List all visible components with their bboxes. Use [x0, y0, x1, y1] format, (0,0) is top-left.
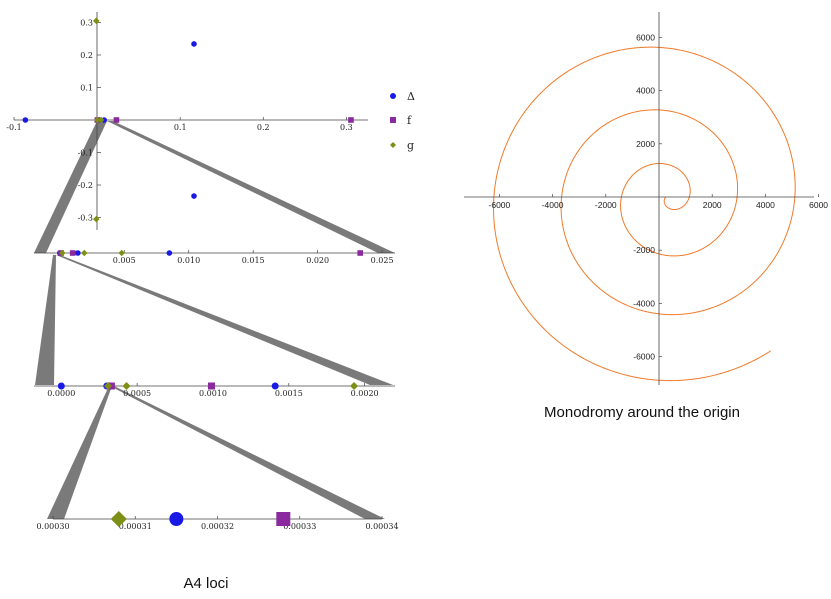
zoom1-point-g	[59, 249, 66, 257]
legend-g-label: g	[407, 139, 414, 152]
zoom1-point-g	[118, 249, 125, 257]
mono-xtick-label: 4000	[756, 200, 775, 210]
legend-f-label: f	[407, 114, 412, 127]
top-xtick-label: 0.1	[174, 123, 187, 132]
zoom2-panel: 0.0000 0.0005 0.0010 0.0015 0.0020	[34, 381, 395, 398]
mono-xtick-label: -4000	[542, 200, 564, 210]
legend-f-marker	[390, 117, 396, 123]
zoom-wedge-2-left	[35, 255, 56, 385]
zoom1-point-f	[69, 250, 76, 256]
right-caption: Monodromy around the origin	[544, 404, 740, 421]
zoom2-point-g	[122, 381, 131, 391]
top-point-g	[93, 17, 100, 25]
zoom2-point-g	[103, 381, 113, 391]
legend-delta-marker	[390, 93, 396, 99]
zoom3-xtick-label: 0.00032	[201, 522, 234, 531]
legend-delta-label: Δ	[407, 90, 415, 103]
left-caption: A4 loci	[183, 575, 228, 592]
zoom-wedges	[34, 121, 395, 519]
mono-xtick-label: 6000	[809, 200, 828, 210]
monodromy-panel: -6000 -4000 -2000 2000 4000 6000 6000 4000 2000…	[464, 12, 828, 385]
zoom2-xtick-label: 0.0015	[275, 389, 303, 398]
zoom-wedge-3-left	[47, 386, 112, 519]
zoom-wedge-3-right	[110, 386, 385, 519]
top-point-g	[94, 116, 101, 124]
zoom1-xtick-label: 0.010	[177, 256, 200, 265]
mono-ytick-label: -2000	[633, 245, 655, 255]
top-ytick-label: -0.3	[78, 214, 93, 223]
zoom1-xtick-label: 0.015	[242, 256, 265, 265]
zoom3-point-delta	[169, 512, 184, 526]
zoom2-point-delta	[271, 382, 279, 390]
top-ytick-label: -0.1	[78, 149, 93, 158]
legend-g-marker	[390, 142, 396, 148]
zoom2-point-g	[350, 381, 359, 391]
zoom1-point-delta	[75, 250, 81, 256]
mono-xtick-label: 2000	[703, 200, 722, 210]
zoom2-xtick-label: 0.0010	[199, 389, 227, 398]
top-point-delta	[22, 117, 29, 123]
top-point-f	[113, 117, 120, 123]
zoom1-point-f	[357, 250, 363, 256]
zoom1-panel: 0.005 0.010 0.015 0.020 0.025	[34, 249, 395, 265]
top-scatter-panel: -0.1 0.1 0.2 0.3 0.3 0.2 0.1 -0.1 -0.2 -0.3	[6, 12, 368, 230]
zoom3-xtick-label: 0.00030	[36, 522, 69, 531]
top-point-delta	[191, 41, 197, 47]
zoom3-point-g	[110, 510, 127, 528]
zoom-wedge-1-left	[34, 121, 107, 253]
mono-xtick-label: -2000	[595, 200, 617, 210]
zoom1-point-delta	[166, 250, 173, 256]
zoom3-xtick-label: 0.00031	[119, 522, 152, 531]
top-xtick-label: -0.1	[6, 123, 21, 132]
zoom3-point-f	[276, 512, 291, 526]
top-ytick-label: 0.1	[80, 84, 93, 93]
mono-ytick-label: 6000	[636, 32, 655, 42]
top-xtick-label: 0.2	[257, 123, 270, 132]
mono-ytick-label: -4000	[633, 298, 655, 308]
monodromy-spiral-curve	[493, 46, 796, 382]
top-ytick-label: 0.3	[80, 19, 93, 28]
top-point-g	[93, 215, 100, 223]
zoom2-xtick-label: 0.0000	[47, 389, 75, 398]
zoom2-point-delta	[57, 382, 65, 390]
top-point-delta	[191, 193, 197, 199]
mono-ytick-label: -6000	[633, 352, 655, 362]
top-xtick-label: 0.3	[340, 123, 353, 132]
legend: Δ f g	[390, 90, 415, 152]
top-ytick-label: -0.2	[78, 181, 93, 190]
zoom-wedge-1-right	[107, 121, 395, 253]
zoom2-xtick-label: 0.0005	[123, 389, 151, 398]
zoom1-point-g	[81, 249, 88, 257]
top-point-g	[97, 116, 105, 124]
zoom1-xtick-label: 0.025	[371, 256, 394, 265]
zoom2-point-f	[207, 382, 215, 390]
top-ytick-label: 0.2	[80, 51, 93, 60]
zoom3-xtick-label: 0.00034	[365, 522, 398, 531]
mono-ytick-label: 4000	[636, 86, 655, 96]
mono-xtick-label: -6000	[489, 200, 511, 210]
top-point-f	[348, 117, 354, 123]
zoom3-panel: 0.00030 0.00031 0.00032 0.00033 0.00034	[36, 510, 399, 531]
zoom-wedge-2-right	[56, 255, 393, 385]
mono-ytick-label: 2000	[636, 139, 655, 149]
zoom3-xtick-label: 0.00033	[283, 522, 316, 531]
zoom2-xtick-label: 0.0020	[351, 389, 379, 398]
zoom1-xtick-label: 0.005	[113, 256, 136, 265]
zoom1-xtick-label: 0.020	[306, 256, 329, 265]
